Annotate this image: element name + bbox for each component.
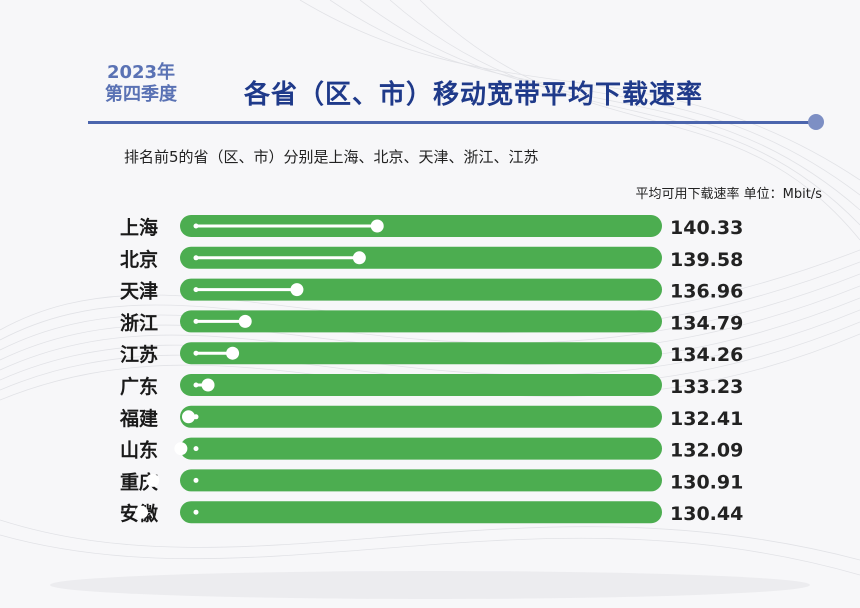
quarter-label: 第四季度: [105, 84, 177, 105]
page-title: 各省（区、市）移动宽带平均下载速率: [244, 80, 704, 110]
track-start-dot: [193, 223, 199, 229]
category-label: 北京: [120, 248, 158, 271]
value-track: [196, 351, 233, 355]
category-label: 山东: [120, 439, 158, 462]
bar: [180, 405, 662, 428]
category-label: 江苏: [120, 343, 158, 366]
value-label: 136.96: [670, 281, 743, 303]
bar: [180, 278, 662, 301]
track-start-dot: [193, 382, 199, 388]
value-marker: [238, 314, 252, 328]
ranking-subtitle: 排名前5的省（区、市）分别是上海、北京、天津、浙江、江苏: [124, 148, 539, 166]
bar: [180, 501, 662, 524]
value-label: 134.26: [670, 344, 743, 366]
value-marker: [352, 251, 366, 265]
track-start-dot: [193, 318, 199, 324]
value-label: 140.33: [670, 217, 743, 239]
value-track: [196, 288, 297, 292]
track-start-dot: [193, 509, 199, 515]
value-label: 132.09: [670, 440, 743, 462]
track-start-dot: [193, 477, 199, 483]
track-start-dot: [193, 287, 199, 293]
bar: [180, 469, 662, 492]
value-label: 130.44: [670, 503, 743, 525]
track-start-dot: [193, 350, 199, 356]
value-marker: [135, 505, 149, 519]
value-marker: [146, 473, 160, 487]
value-label: 139.58: [670, 249, 743, 271]
value-track: [196, 256, 360, 260]
title-divider: [88, 121, 814, 124]
bar: [180, 310, 662, 333]
track-start-dot: [193, 255, 199, 261]
unit-note: 平均可用下载速率 单位：Mbit/s: [635, 187, 822, 202]
value-label: 132.41: [670, 408, 743, 430]
category-label: 浙江: [120, 311, 158, 334]
bar: [180, 374, 662, 396]
category-label: 福建: [119, 407, 158, 430]
period-label: 2023年 第四季度: [96, 62, 186, 106]
value-marker: [226, 346, 240, 360]
bar: [180, 437, 662, 460]
bar: [180, 246, 662, 269]
year-label: 2023年: [106, 62, 176, 83]
value-track: [196, 319, 246, 323]
value-track: [196, 224, 378, 228]
value-label: 133.23: [670, 376, 743, 398]
value-label: 134.79: [670, 312, 743, 334]
value-marker: [174, 442, 188, 456]
category-label: 广东: [120, 375, 158, 398]
value-marker: [181, 410, 195, 424]
value-marker: [370, 219, 384, 233]
bar: [180, 342, 662, 365]
bar: [180, 215, 662, 237]
category-label: 天津: [120, 280, 158, 303]
category-label: 上海: [120, 216, 158, 239]
value-marker: [290, 283, 304, 297]
divider-dot: [808, 114, 824, 130]
value-label: 130.91: [670, 471, 743, 493]
value-marker: [201, 378, 215, 392]
track-start-dot: [193, 446, 199, 452]
